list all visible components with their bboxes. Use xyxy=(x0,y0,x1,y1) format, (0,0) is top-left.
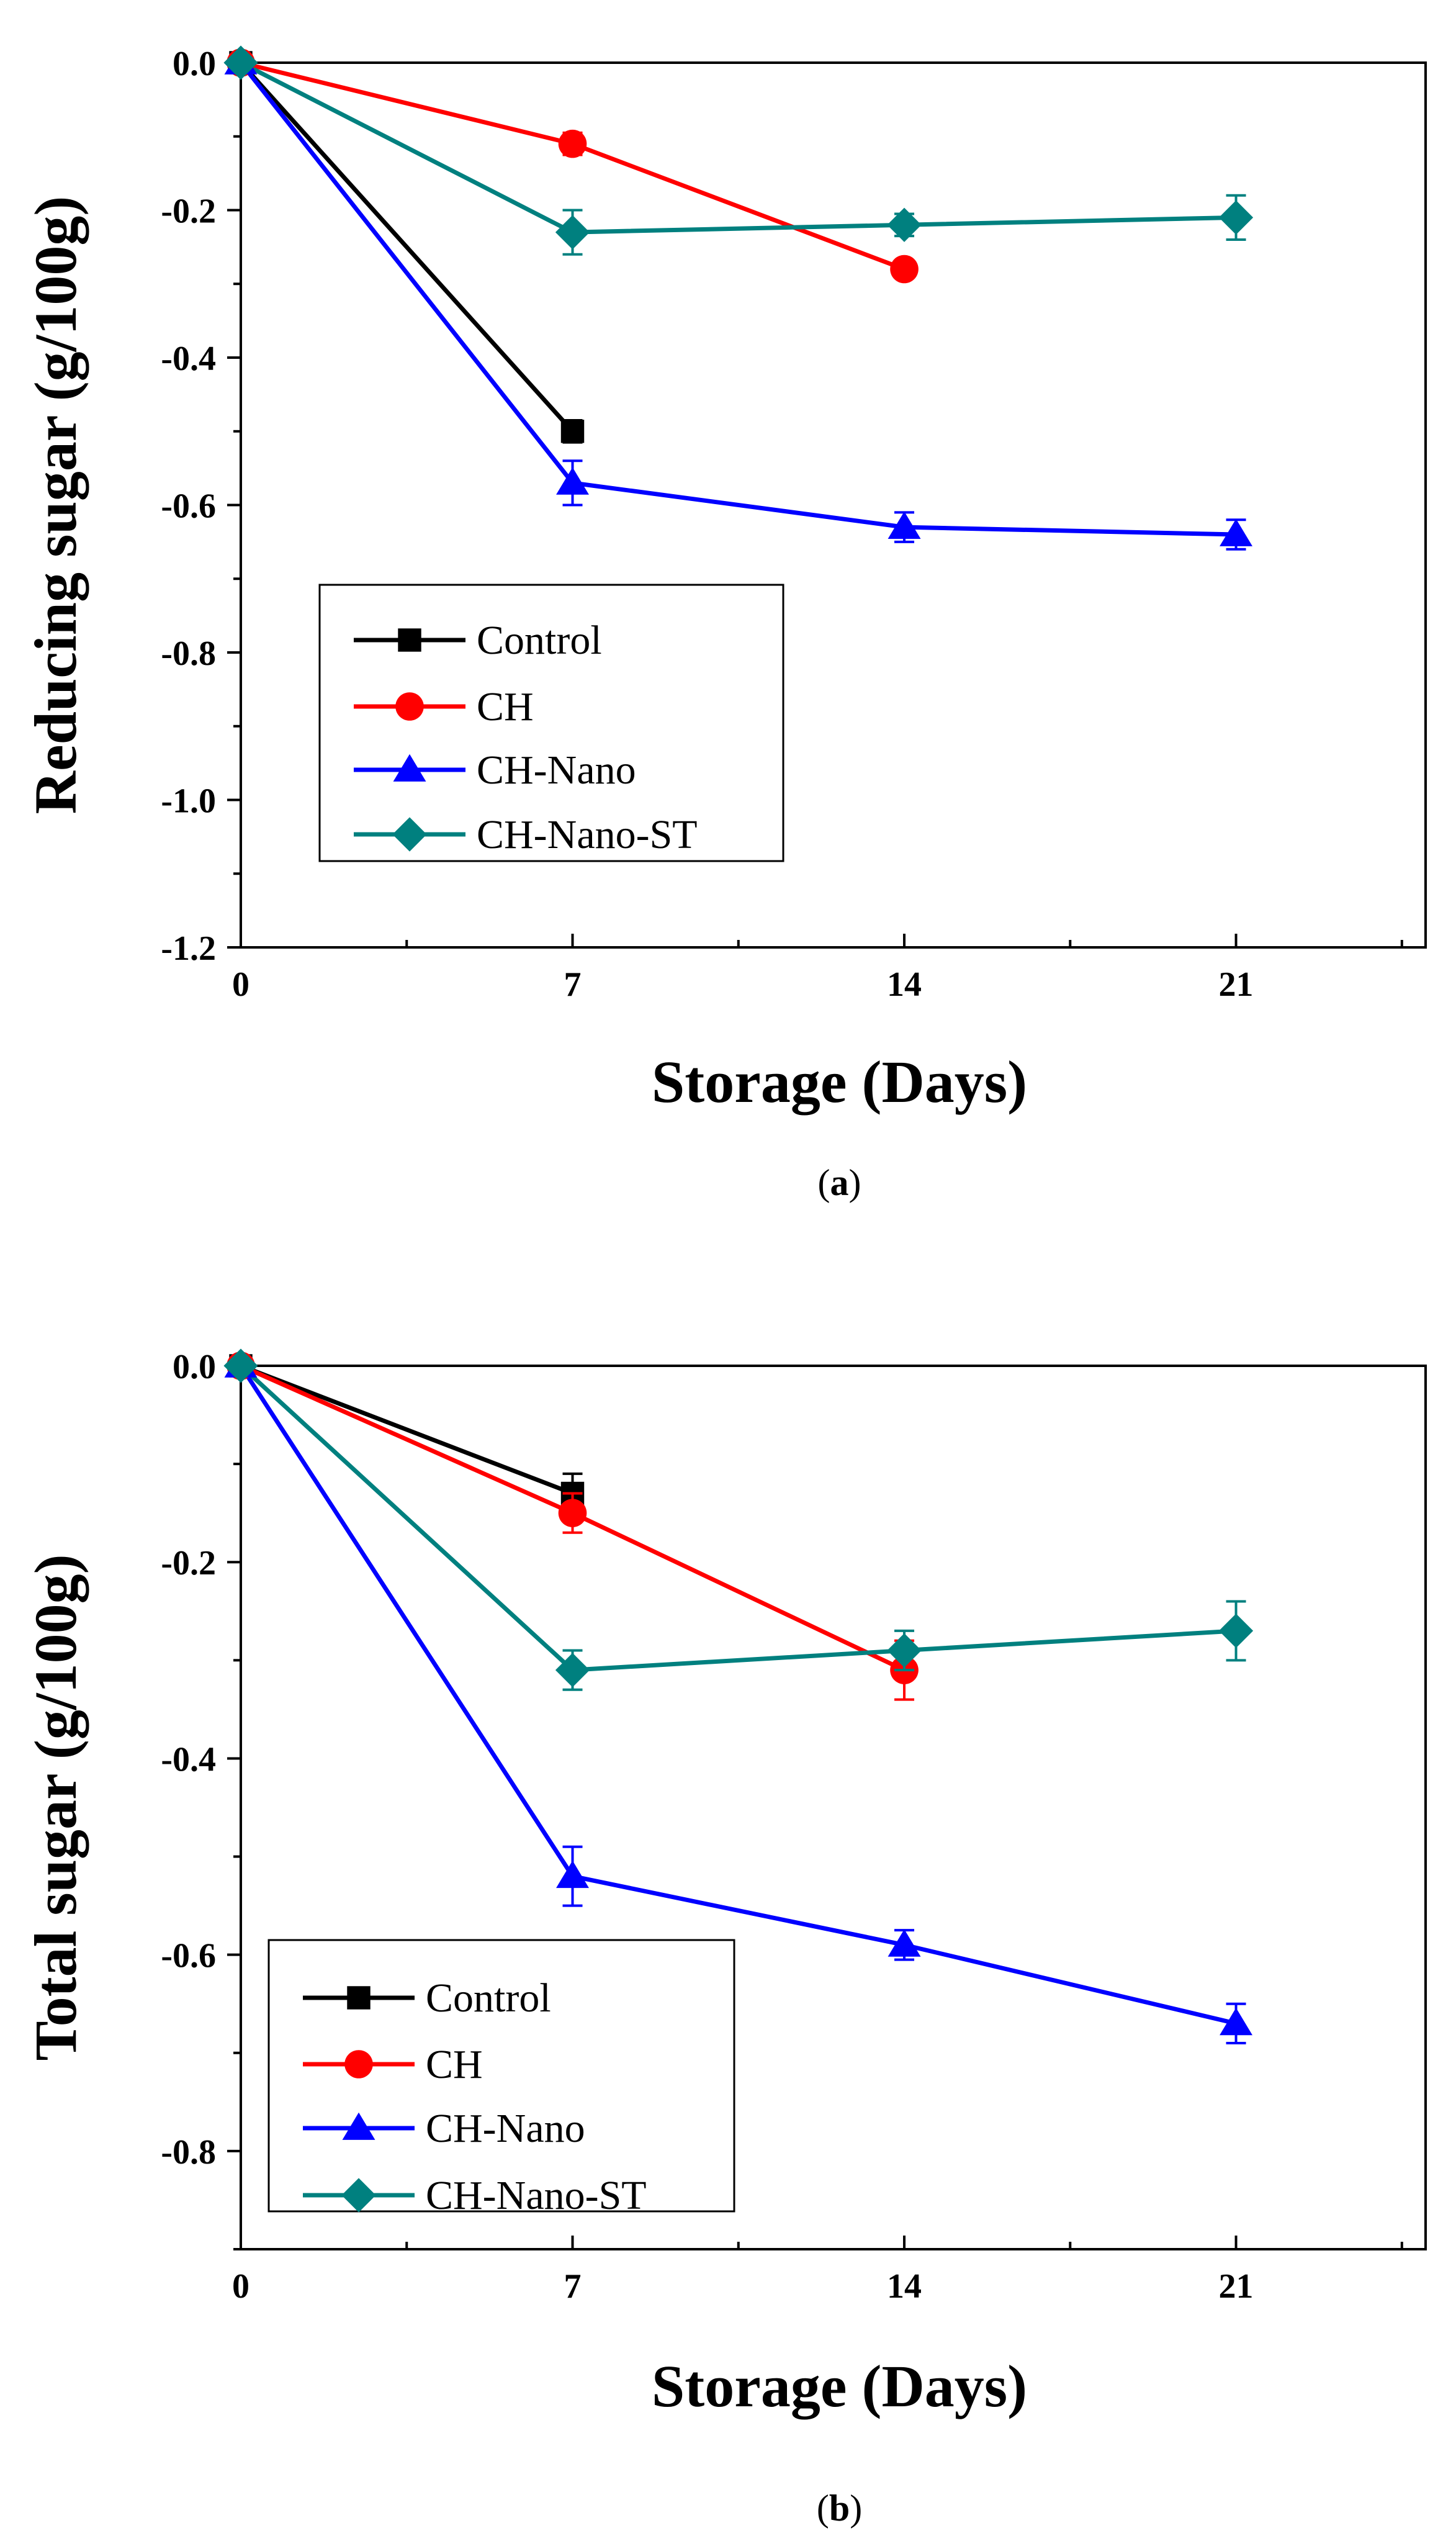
y-axis-title: Reducing sugar (g/100g) xyxy=(22,196,89,815)
legend-marker xyxy=(342,2112,375,2140)
legend-label: CH-Nano xyxy=(426,2106,585,2151)
legend-label: Control xyxy=(477,618,602,663)
panel-b: 0 7 14 21 0.0 -0.2 -0.4 -0.6 -0.8 Storage (Days) T… xyxy=(22,1348,1427,2529)
data-point-ch-nano-st xyxy=(555,215,590,250)
legend-marker xyxy=(341,2178,376,2213)
legend-marker xyxy=(392,817,427,852)
data-point-ch-nano xyxy=(888,511,921,539)
y-tick-label: -1.2 xyxy=(161,929,216,968)
y-tick-label: -1.0 xyxy=(161,782,216,821)
legend-marker xyxy=(347,1986,371,2010)
panel-label-close: ) xyxy=(850,2488,862,2529)
x-axis-title: Storage (Days) xyxy=(652,2353,1027,2419)
legend-label: Control xyxy=(426,1975,551,2021)
panel-label-open: ( xyxy=(817,2488,829,2529)
panel-a: 0 7 14 21 0.0 -0.2 -0.4 -0.6 -0.8 -1.0 -1.2 Storage… xyxy=(22,45,1427,1203)
x-tick-label: 14 xyxy=(887,2267,922,2306)
y-tick-label: -0.4 xyxy=(161,340,216,378)
y-tick-label: -0.2 xyxy=(161,1544,216,1582)
legend-marker xyxy=(393,754,426,782)
y-tick-label: -0.2 xyxy=(161,192,216,231)
panel-label: (a) xyxy=(818,1162,861,1203)
legend: Control CH CH-Nano CH-Nano-ST xyxy=(267,1939,735,2218)
panel-label-open: ( xyxy=(818,1162,830,1203)
legend-label: CH-Nano-ST xyxy=(426,2173,647,2218)
legend-box xyxy=(318,584,784,862)
y-tick-label: -0.8 xyxy=(161,2133,216,2172)
y-axis-title: Total sugar (g/100g) xyxy=(22,1554,89,2060)
series-line-ch-nano xyxy=(239,1365,1237,2026)
legend-marker xyxy=(395,692,424,721)
panel-label-close: ) xyxy=(849,1162,861,1203)
data-point-ch-nano xyxy=(888,1929,921,1957)
data-point-ch-nano xyxy=(1220,2008,1253,2036)
x-tick-label: 21 xyxy=(1219,2267,1254,2306)
series-line-ch-nano xyxy=(239,61,1236,537)
series-line-ch-nano-st xyxy=(239,1364,1236,1672)
plot-frame xyxy=(240,1365,1427,2250)
data-point-ch-nano-st xyxy=(887,1633,922,1668)
y-tick-label: 0.0 xyxy=(173,45,216,83)
x-tick-label: 7 xyxy=(564,2267,582,2306)
x-tick-label: 14 xyxy=(887,965,922,1004)
legend-label: CH-Nano xyxy=(477,747,636,793)
legend-marker xyxy=(344,2050,373,2078)
x-axis-title: Storage (Days) xyxy=(652,1049,1027,1115)
data-point-ch-nano-st xyxy=(555,1653,590,1687)
data-point-ch-nano xyxy=(556,467,589,495)
legend: Control CH CH-Nano CH-Nano-ST xyxy=(318,584,784,862)
data-point-ch-nano-st xyxy=(223,1348,258,1383)
legend-label: CH xyxy=(477,684,534,729)
y-tick-label: -0.6 xyxy=(161,1937,216,1975)
legend-label: CH xyxy=(426,2042,483,2087)
data-point-ch-nano-st xyxy=(1218,200,1254,235)
y-tick-label: -0.4 xyxy=(161,1740,216,1779)
x-tick-label: 0 xyxy=(232,965,249,1004)
data-point-ch-nano xyxy=(1220,518,1253,546)
x-tick-label: 0 xyxy=(232,2267,249,2306)
legend-label: CH-Nano-ST xyxy=(477,812,698,857)
series-line-ch-nano-st xyxy=(240,60,1236,235)
data-point-ch-nano xyxy=(556,1860,589,1889)
data-point-ch xyxy=(558,1499,587,1527)
data-point-ch xyxy=(890,255,919,284)
series-line-control xyxy=(240,1363,573,1496)
data-point-ch-nano-st xyxy=(223,45,258,80)
legend-box xyxy=(267,1939,735,2213)
panel-label-letter: a xyxy=(830,1162,849,1203)
data-point-control xyxy=(560,420,585,443)
data-point-ch-nano-st xyxy=(887,207,922,242)
y-tick-label: -0.6 xyxy=(161,487,216,526)
series-line-control xyxy=(239,61,575,433)
x-tick-label: 7 xyxy=(564,965,582,1004)
y-tick-label: 0.0 xyxy=(173,1348,216,1386)
legend-marker xyxy=(398,628,421,652)
data-point-ch-nano-st xyxy=(1218,1614,1254,1648)
panel-label: (b) xyxy=(817,2488,862,2529)
panel-label-letter: b xyxy=(829,2488,850,2529)
y-tick-label: -0.8 xyxy=(161,634,216,673)
x-tick-label: 21 xyxy=(1219,965,1254,1004)
data-point-ch xyxy=(558,129,587,158)
